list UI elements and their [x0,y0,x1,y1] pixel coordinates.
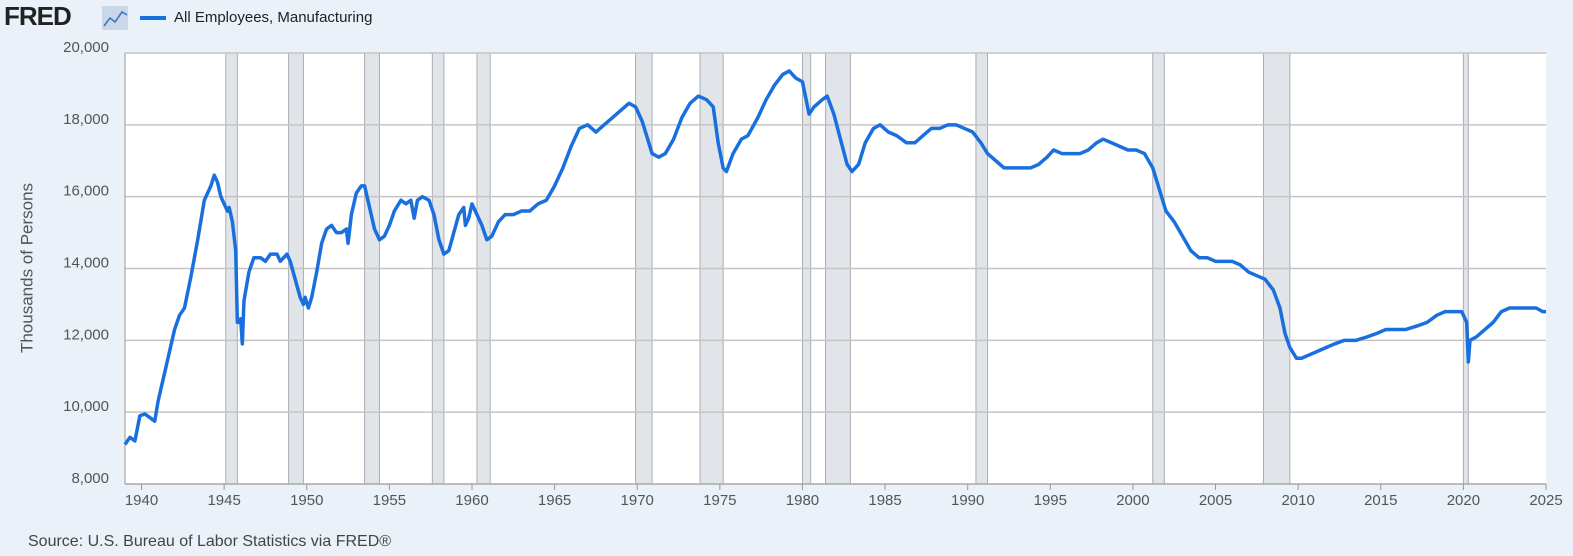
x-tick-label: 1985 [868,492,901,509]
x-tick-label: 1980 [786,492,819,509]
x-tick-label: 1960 [455,492,488,509]
x-tick-label: 1940 [125,492,158,509]
y-tick-label: 16,000 [63,183,109,200]
x-tick-label: 2010 [1281,492,1314,509]
source: Source: U.S. Bureau of Labor Statistics … [28,533,391,550]
x-tick-label: 1990 [951,492,984,509]
x-tick-label: 1955 [373,492,406,509]
y-tick-label: 14,000 [63,254,109,271]
y-axis-label: Thousands of Persons [17,183,36,353]
x-tick-label: 1995 [1034,492,1067,509]
x-tick-label: 2020 [1447,492,1480,509]
x-tick-label: 2015 [1364,492,1397,509]
y-tick-label: 12,000 [63,326,109,343]
series-line [123,69,1546,446]
logo: FRED [4,1,71,31]
logo-icon [102,6,128,30]
y-tick-label: 10,000 [63,398,109,415]
y-tick-label: 18,000 [63,111,109,128]
x-tick-label: 1945 [207,492,240,509]
x-tick-label: 1970 [621,492,654,509]
x-tick-label: 2000 [1116,492,1149,509]
y-tick-label: 8,000 [71,470,109,487]
x-tick-label: 2005 [1199,492,1232,509]
y-tick-label: 20,000 [63,39,109,56]
legend-label: All Employees, Manufacturing [174,9,372,26]
x-tick-label: 1950 [290,492,323,509]
x-tick-label: 2025 [1529,492,1562,509]
x-tick-label: 1965 [538,492,571,509]
x-tick-label: 1975 [703,492,736,509]
